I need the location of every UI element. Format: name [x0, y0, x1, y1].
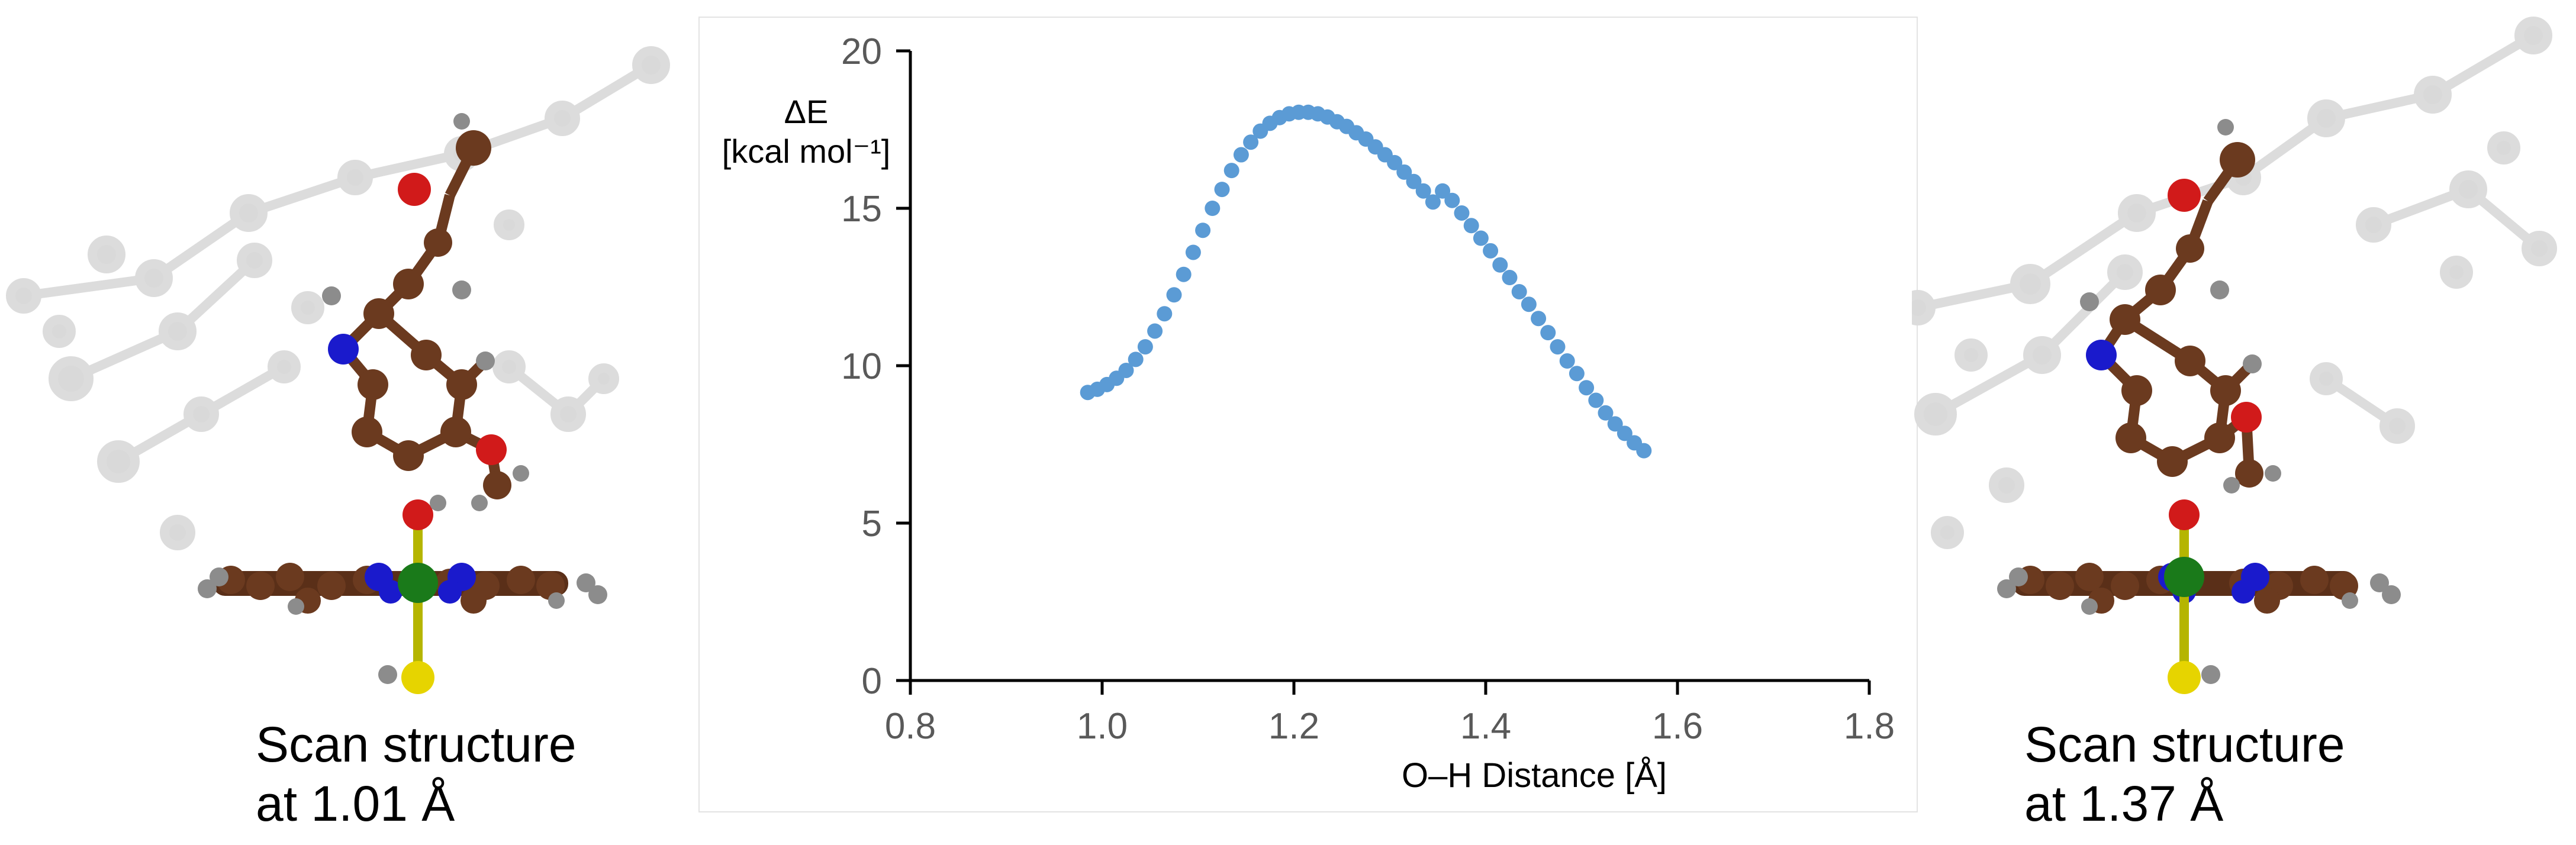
data-point — [1176, 266, 1192, 282]
right-caption-line1: Scan structure — [2024, 717, 2345, 772]
x-axis-label: O–H Distance [Å] — [1402, 756, 1667, 795]
data-point — [1550, 339, 1566, 355]
data-point — [1147, 323, 1163, 339]
y-tick-label: 5 — [862, 504, 882, 544]
x-tick-label: 1.6 — [1652, 706, 1703, 747]
left-molecule-image — [6, 46, 670, 694]
data-point — [1118, 362, 1134, 378]
chart-svg: 0 5 10 15 20 0.8 1.0 1.2 1.4 1.6 1.8 ΔE [kcal mol… — [722, 31, 1895, 795]
data-point — [1166, 287, 1182, 303]
data-point — [1540, 325, 1556, 341]
data-point — [1205, 201, 1221, 216]
data-point — [1223, 163, 1239, 179]
left-caption-line1: Scan structure — [256, 717, 577, 772]
data-point — [1195, 222, 1211, 238]
y-axis-label-line1: ΔE — [784, 93, 829, 130]
right-heme-porphyrin — [1997, 499, 2401, 694]
data-point — [1483, 243, 1499, 259]
left-substrate-molecule — [322, 113, 529, 511]
data-point — [1511, 283, 1527, 299]
left-structure-caption: Scan structure at 1.01 Å — [256, 715, 577, 833]
data-point — [1157, 306, 1173, 322]
data-point — [1128, 351, 1144, 367]
right-structure-panel — [1900, 0, 2576, 842]
data-point — [1137, 339, 1153, 355]
right-substrate-molecule — [2080, 119, 2281, 494]
data-point — [1233, 147, 1249, 163]
data-point — [1214, 182, 1230, 198]
data-point — [1559, 353, 1575, 369]
y-tick-label: 15 — [841, 189, 882, 230]
left-caption-line2: at 1.01 Å — [256, 776, 455, 831]
data-point — [1425, 194, 1441, 210]
data-point — [1185, 244, 1201, 260]
y-tick-label: 10 — [841, 346, 882, 387]
y-tick-label: 0 — [862, 661, 882, 702]
data-point — [1454, 205, 1470, 221]
data-point — [1473, 230, 1489, 246]
right-structure-caption: Scan structure at 1.37 Å — [2024, 715, 2345, 833]
data-point — [1531, 311, 1547, 327]
y-axis-label-line2: [kcal mol⁻¹] — [722, 133, 891, 170]
x-tick-label: 0.8 — [885, 706, 936, 747]
right-protein-environment — [1900, 17, 2557, 549]
data-point — [1636, 443, 1652, 459]
x-tick-label: 1.8 — [1844, 706, 1895, 747]
y-axis-ticks: 0 5 10 15 20 — [841, 31, 910, 702]
left-heme-porphyrin — [198, 495, 607, 694]
data-point — [1435, 183, 1451, 199]
data-point — [1396, 164, 1412, 180]
data-point — [1444, 192, 1460, 208]
scatter-points — [1080, 104, 1652, 459]
x-tick-label: 1.0 — [1077, 706, 1128, 747]
data-point — [1617, 425, 1632, 441]
data-point — [1492, 257, 1508, 273]
data-point — [1598, 405, 1614, 421]
left-protein-environment — [6, 46, 670, 550]
data-point — [1502, 270, 1518, 286]
data-point — [1406, 173, 1422, 189]
x-axis-ticks: 0.8 1.0 1.2 1.4 1.6 1.8 — [885, 680, 1895, 747]
data-point — [1579, 380, 1595, 396]
data-point — [1569, 366, 1585, 382]
data-point — [1463, 218, 1479, 234]
x-tick-label: 1.4 — [1460, 706, 1511, 747]
data-point — [1607, 416, 1623, 432]
data-point — [1415, 183, 1431, 199]
x-tick-label: 1.2 — [1268, 706, 1319, 747]
right-caption-line2: at 1.37 Å — [2024, 776, 2224, 831]
data-point — [1387, 154, 1403, 170]
data-point — [1243, 134, 1259, 150]
data-point — [1588, 392, 1604, 408]
data-point — [1521, 296, 1537, 312]
y-tick-label: 20 — [841, 31, 882, 72]
left-structure-panel — [0, 0, 698, 842]
energy-scan-chart: 0 5 10 15 20 0.8 1.0 1.2 1.4 1.6 1.8 ΔE [kcal mol… — [698, 17, 1918, 812]
right-molecule-image — [1900, 17, 2557, 694]
